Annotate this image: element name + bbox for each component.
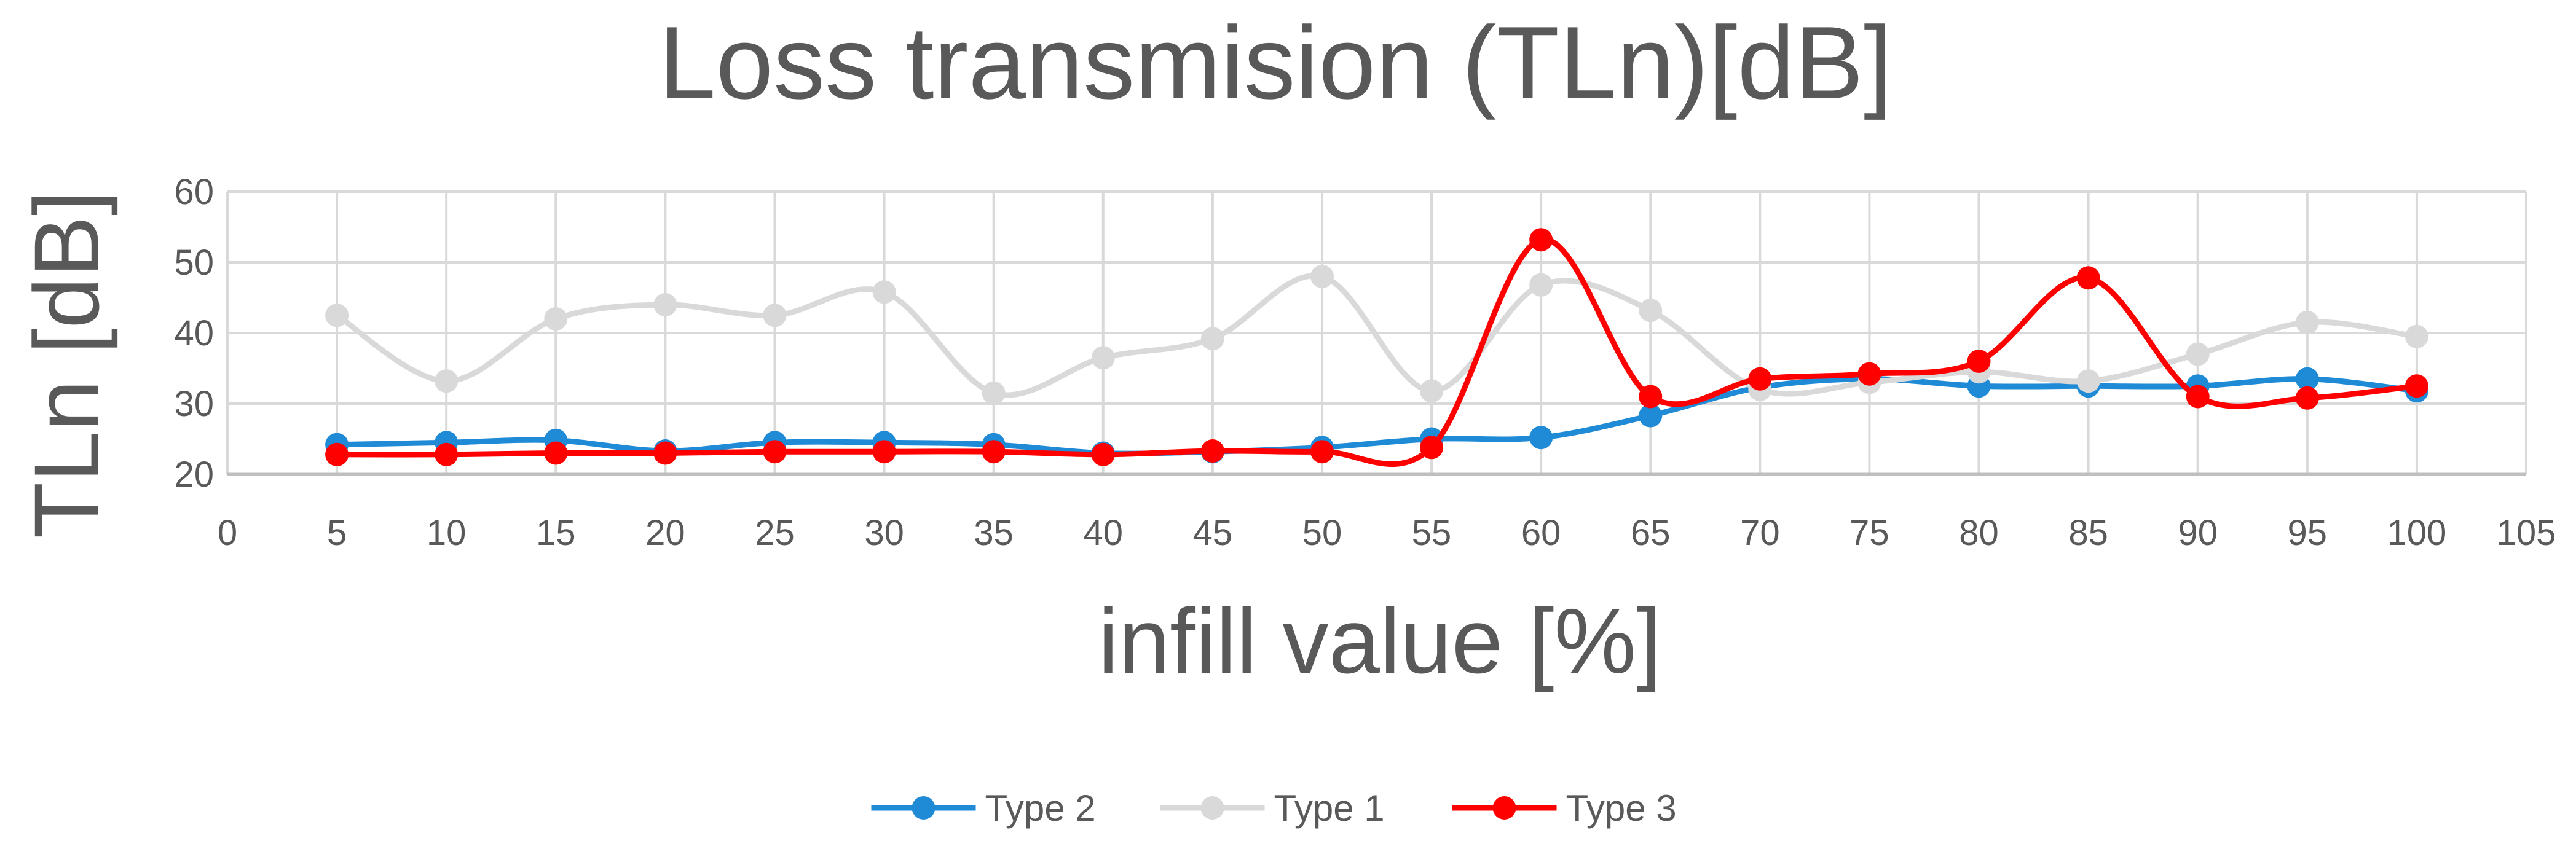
data-point-type-3 [325, 442, 349, 466]
x-tick-label: 45 [1193, 513, 1233, 553]
data-point-type-3 [1200, 439, 1224, 463]
legend-swatch-marker [1200, 796, 1224, 820]
x-tick-label: 10 [427, 513, 467, 553]
data-point-type-3 [1639, 385, 1663, 409]
data-point-type-1 [435, 369, 459, 393]
data-point-type-3 [2295, 386, 2319, 410]
data-point-type-3 [653, 441, 677, 465]
x-axis-title: infill value [%] [1098, 589, 1661, 692]
data-point-type-3 [2076, 266, 2100, 290]
legend: Type 2 Type 1 Type 3 [871, 788, 1677, 829]
data-point-type-1 [653, 293, 677, 316]
data-point-type-1 [1639, 299, 1663, 323]
x-tick-label: 35 [974, 513, 1014, 553]
data-point-type-1 [544, 307, 568, 331]
y-tick-label: 60 [174, 172, 214, 212]
x-tick-label: 65 [1631, 513, 1671, 553]
x-tick-label: 55 [1412, 513, 1452, 553]
legend-swatch-marker [912, 796, 935, 820]
data-point-type-1 [1310, 265, 1334, 288]
y-tick-label: 40 [174, 313, 214, 353]
data-point-type-3 [2186, 385, 2210, 409]
data-point-type-1 [325, 304, 349, 327]
data-point-type-1 [1091, 346, 1115, 370]
x-tick-label: 100 [2387, 513, 2447, 553]
data-point-type-1 [982, 381, 1006, 405]
data-point-type-1 [763, 304, 787, 327]
data-point-type-2 [2295, 367, 2319, 391]
legend-item-type-2: Type 2 [871, 788, 1096, 829]
series-group [325, 228, 2428, 467]
legend-item-type-1: Type 1 [1160, 788, 1385, 829]
data-point-type-3 [1748, 367, 1772, 391]
y-tick-label: 50 [174, 243, 214, 283]
x-tick-label: 0 [218, 513, 237, 553]
x-tick-label: 90 [2178, 513, 2218, 553]
x-tick-label: 80 [1959, 513, 1999, 553]
data-point-type-1 [1200, 327, 1224, 351]
x-tick-label: 50 [1302, 513, 1342, 553]
data-point-type-3 [1091, 442, 1115, 466]
data-point-type-3 [1529, 228, 1553, 252]
data-point-type-1 [2076, 369, 2100, 393]
data-point-type-1 [1529, 273, 1553, 297]
data-point-type-3 [544, 441, 568, 465]
legend-item-type-3: Type 3 [1452, 788, 1677, 829]
x-tick-label: 75 [1849, 513, 1889, 553]
x-tick-label: 70 [1740, 513, 1780, 553]
data-point-type-1 [872, 280, 896, 304]
legend-label: Type 3 [1566, 788, 1677, 829]
x-tick-label: 5 [327, 513, 347, 553]
x-tick-label: 60 [1521, 513, 1561, 553]
data-point-type-3 [1420, 436, 1444, 460]
legend-label: Type 2 [985, 788, 1096, 829]
x-tick-label: 25 [755, 513, 795, 553]
y-tick-label: 20 [174, 455, 214, 495]
y-axis-title: TLn [dB] [15, 190, 118, 539]
x-tick-label: 105 [2497, 513, 2556, 553]
legend-swatch-marker [1492, 796, 1516, 820]
data-point-type-3 [763, 440, 787, 464]
data-point-type-3 [982, 440, 1006, 464]
data-point-type-3 [872, 440, 896, 464]
data-point-type-1 [2405, 324, 2428, 348]
y-tick-labels: 20 30 40 50 60 [174, 172, 214, 495]
x-tick-label: 30 [864, 513, 904, 553]
chart-title: Loss transmision (TLn)[dB] [658, 5, 1892, 120]
data-point-type-2 [1639, 404, 1663, 428]
data-point-type-3 [2405, 374, 2428, 398]
data-point-type-1 [2186, 342, 2210, 366]
x-tick-labels: 0 5 10 15 20 25 30 35 40 45 50 55 60 65 70 75 80 85 90 95 10… [218, 513, 2556, 553]
data-point-type-3 [1310, 440, 1334, 464]
data-point-type-1 [2295, 310, 2319, 334]
x-tick-label: 85 [2068, 513, 2108, 553]
data-point-type-2 [1529, 426, 1553, 450]
x-tick-label: 40 [1084, 513, 1124, 553]
legend-label: Type 1 [1274, 788, 1385, 829]
x-tick-label: 20 [645, 513, 685, 553]
y-tick-label: 30 [174, 384, 214, 424]
series-line-type-1 [334, 273, 2420, 398]
series-type-3 [325, 228, 2428, 467]
data-point-type-3 [1967, 350, 1991, 373]
data-point-type-1 [1420, 379, 1444, 403]
x-tick-label: 15 [536, 513, 576, 553]
x-tick-label: 95 [2288, 513, 2328, 553]
data-point-type-3 [435, 442, 459, 466]
data-point-type-3 [1857, 362, 1881, 386]
